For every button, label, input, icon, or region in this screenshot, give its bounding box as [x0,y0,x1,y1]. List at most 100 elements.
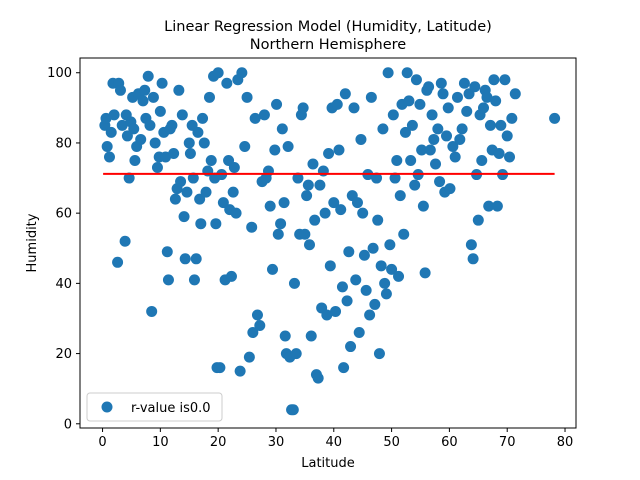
chart-title-line1: Linear Regression Model (Humidity, Latit… [164,19,492,35]
x-tick-label: 60 [441,435,458,450]
data-point [166,119,178,131]
data-point [181,186,193,198]
data-point [405,155,417,166]
data-point [465,239,477,251]
data-point [338,362,350,374]
data-point [103,151,115,163]
data-point [419,267,431,279]
data-point [341,295,353,307]
data-point [272,228,284,240]
data-point [373,348,385,360]
data-point [282,140,294,152]
data-point [469,81,481,93]
x-tick-label: 10 [152,435,169,450]
data-point [336,281,348,293]
data-point [372,214,384,226]
data-point [137,95,149,107]
data-point [290,348,302,360]
data-point [271,98,283,110]
data-point [401,67,413,79]
data-point [194,193,206,205]
data-point [275,218,287,230]
data-point [490,95,502,107]
data-point [435,77,447,89]
legend-box [86,392,223,422]
data-point [491,200,503,212]
data-point [501,130,513,142]
data-point [506,112,518,124]
y-tick-label: 80 [55,136,72,151]
data-point [377,123,389,135]
data-point [324,260,336,272]
data-point [360,284,372,296]
data-point [424,144,436,156]
data-point [328,197,340,209]
data-point [146,305,158,317]
data-point [190,253,202,265]
data-point [247,327,259,339]
data-point [430,158,442,170]
data-point [367,242,379,254]
data-point [488,74,500,86]
data-point [114,84,126,96]
y-tick-label: 0 [64,417,72,432]
data-point [195,218,207,230]
data-point [227,186,239,198]
data-point [267,263,278,275]
x-tick-label: 70 [499,435,516,450]
data-point [162,274,174,286]
data-point [116,119,128,131]
data-point [188,274,200,286]
data-point [451,91,463,103]
data-point [225,270,237,282]
data-point [304,239,315,251]
data-point [399,126,411,138]
data-point [382,67,394,79]
data-point [319,207,331,219]
data-point [228,162,240,174]
data-point [123,172,135,184]
data-point [288,277,300,289]
data-point [358,249,370,261]
data-point [458,77,470,89]
data-point [317,165,329,177]
data-point [410,74,422,86]
data-point [301,190,313,202]
data-point [249,112,261,124]
data-point [509,88,521,100]
data-point [299,228,311,240]
y-tick-label: 60 [55,207,72,222]
data-point [135,133,147,145]
data-point [386,263,398,275]
data-point [416,144,428,156]
data-point [549,112,561,124]
data-point [197,112,209,124]
data-point [461,105,473,117]
y-axis-ticks: 0 20 40 60 80 100 [47,66,80,432]
data-point [205,155,217,166]
data-point [156,77,168,89]
data-point [309,214,321,226]
y-tick-label: 100 [47,66,72,81]
data-point [312,372,324,384]
data-point [428,133,440,145]
data-point [278,197,290,209]
data-point [279,330,291,342]
data-point [343,246,355,258]
data-point [276,123,288,135]
data-point [178,211,190,223]
data-point [169,193,181,205]
data-point [230,207,242,219]
data-point [348,102,360,114]
y-tick-label: 40 [55,277,72,292]
data-point [454,133,466,145]
x-tick-label: 0 [98,435,106,450]
data-point [175,176,187,188]
data-point [355,133,367,145]
data-point [369,298,381,310]
data-point [221,77,233,89]
data-point [101,140,113,152]
data-point [391,155,403,166]
data-point [112,256,124,268]
